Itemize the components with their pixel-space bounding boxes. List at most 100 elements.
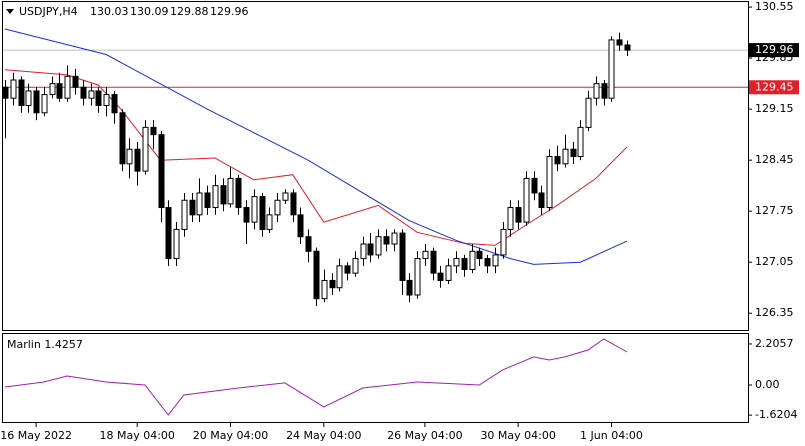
candle-body: [546, 156, 553, 209]
candle-body: [329, 279, 336, 289]
y-tick-label: 127.75: [755, 204, 794, 217]
candle-body: [321, 279, 328, 300]
indicator-line: [4, 338, 628, 416]
x-tick-label: 18 May 04:00: [99, 429, 174, 442]
x-tick-label: 16 May 2022: [0, 429, 72, 442]
y-tick-label: 127.05: [755, 255, 794, 268]
candle-body: [274, 199, 281, 216]
candle-body: [367, 243, 374, 256]
y-tick-label: 2.2057: [755, 337, 794, 350]
candle-body: [189, 199, 196, 216]
level-label: 129.45: [755, 80, 794, 93]
candle-body: [18, 79, 25, 107]
ohlc-high: 130.09: [130, 5, 169, 18]
candle-body: [531, 177, 538, 194]
y-tick-label: -1.6204: [755, 408, 797, 421]
candle-body: [507, 207, 514, 230]
candle-body: [266, 214, 273, 230]
ohlc-close: 129.96: [210, 5, 249, 18]
x-tick-label: 24 May 04:00: [286, 429, 361, 442]
candle-body: [461, 258, 468, 271]
x-tick-label: 26 May 04:00: [387, 429, 462, 442]
candle-body: [119, 112, 126, 165]
candle-body: [406, 279, 413, 296]
candle-body: [41, 94, 48, 114]
symbol-title: USDJPY,H4: [19, 5, 78, 18]
candle-body: [220, 185, 227, 205]
x-tick-label: 30 May 04:00: [480, 429, 555, 442]
x-tick-label: 20 May 04:00: [193, 429, 268, 442]
candle-body: [492, 254, 499, 267]
candle-body: [181, 199, 188, 230]
main-frame: [2, 1, 749, 331]
candle-body: [150, 126, 157, 136]
candle-body: [64, 75, 71, 99]
candle-body: [235, 177, 242, 209]
candle-body: [391, 232, 398, 245]
candle-body: [134, 148, 141, 172]
candle-body: [297, 214, 304, 238]
candle-body: [336, 265, 343, 289]
candle-body: [430, 250, 437, 274]
candle-body: [88, 90, 95, 99]
candle-body: [80, 86, 87, 99]
candle-body: [523, 177, 530, 223]
candle-body: [469, 250, 476, 271]
candle-body: [251, 196, 258, 223]
y-tick-label: 129.15: [755, 102, 794, 115]
candle-body: [570, 148, 577, 158]
candle-body: [165, 207, 172, 260]
candle-body: [360, 243, 367, 260]
y-tick-label: 130.55: [755, 0, 794, 13]
candle-body: [453, 258, 460, 267]
candle-body: [616, 39, 623, 46]
candle-body: [259, 196, 266, 230]
candle-body: [414, 258, 421, 296]
candle-body: [624, 44, 631, 51]
indicator-title: Marlin 1.4257: [7, 338, 83, 351]
candle-body: [290, 192, 297, 216]
candle-body: [2, 86, 9, 99]
candle-body: [554, 156, 561, 165]
candle-body: [33, 90, 40, 114]
candle-body: [375, 236, 382, 256]
candle-body: [10, 79, 17, 99]
candle-body: [538, 192, 545, 209]
y-tick-label: 126.35: [755, 306, 794, 319]
candle-body: [476, 250, 483, 260]
price-label-box: [749, 43, 799, 58]
candle-body: [352, 258, 359, 274]
candle-body: [282, 192, 289, 201]
candle-body: [72, 75, 79, 88]
y-tick-label: 128.45: [755, 153, 794, 166]
candle-body: [383, 236, 390, 245]
candle-body: [585, 97, 592, 128]
candle-body: [49, 83, 56, 96]
indicator-frame: [2, 333, 749, 423]
candle-body: [227, 177, 234, 205]
candle-body: [204, 192, 211, 209]
candle-body: [422, 250, 429, 260]
moving-average: [4, 28, 628, 265]
candle-body: [399, 232, 406, 281]
candle-body: [500, 228, 507, 256]
candle-body: [601, 83, 608, 99]
y-tick-label: 0.00: [755, 378, 780, 391]
candle-body: [56, 83, 63, 99]
candle-body: [25, 90, 32, 107]
candle-body: [173, 228, 180, 260]
candle-body: [313, 250, 320, 300]
candle-body: [126, 148, 133, 165]
candle-body: [103, 94, 110, 107]
candle-body: [562, 148, 569, 165]
candle-body: [515, 207, 522, 223]
menu-arrow[interactable]: [6, 9, 14, 14]
candle-body: [243, 207, 250, 223]
candle-body: [577, 126, 584, 158]
level-label-box: [749, 80, 799, 95]
candle-body: [212, 185, 219, 209]
candle-body: [445, 265, 452, 281]
candle-body: [437, 272, 444, 281]
